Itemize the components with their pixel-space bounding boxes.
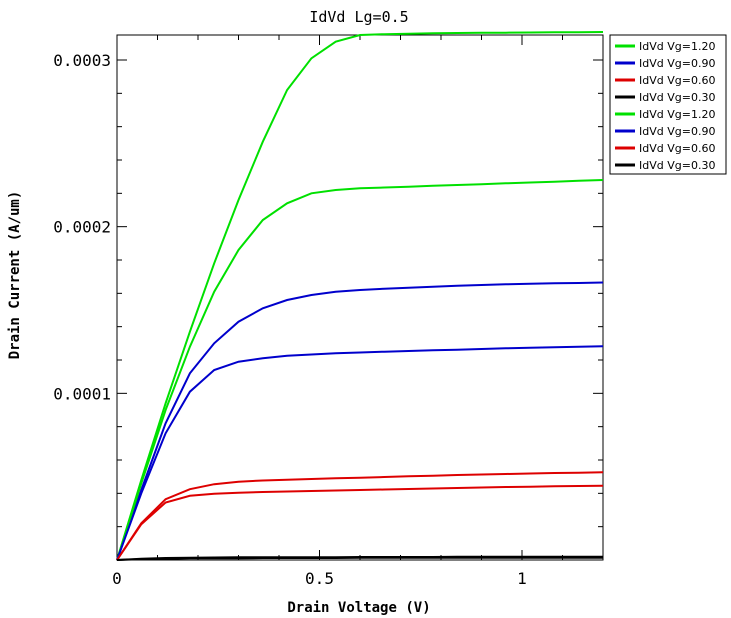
chart-title: IdVd Lg=0.5 (309, 8, 408, 26)
tick-labels: 0 0.5 1 0.0001 0.0002 0.0003 (53, 51, 527, 588)
axis-ticks (116, 35, 604, 560)
series-line-5 (116, 179, 604, 561)
series-line-2 (116, 281, 604, 561)
legend-entry: IdVd Vg=1.20 (639, 108, 715, 121)
series-line-7 (116, 484, 604, 561)
y-tick-label: 0.0003 (53, 51, 111, 70)
series-line-6 (116, 345, 604, 561)
legend-entry: IdVd Vg=0.90 (639, 125, 715, 138)
series-layer (116, 31, 604, 561)
legend: IdVd Vg=1.20 IdVd Vg=0.90 IdVd Vg=0.60 IdVd… (609, 34, 727, 175)
x-axis-label: Drain Voltage (V) (287, 600, 430, 616)
y-tick-label: 0.0002 (53, 218, 111, 237)
plot-frame (116, 34, 604, 561)
legend-entry: IdVd Vg=0.60 (639, 74, 715, 87)
y-axis-label: Drain Current (A/um) (7, 191, 23, 360)
x-tick-label: 0.5 (305, 569, 334, 588)
y-tick-label: 0.0001 (53, 384, 111, 403)
x-tick-label: 1 (517, 569, 527, 588)
x-tick-label: 0 (112, 569, 122, 588)
series-line-1 (116, 31, 604, 561)
legend-entry: IdVd Vg=0.60 (639, 142, 715, 155)
legend-box (609, 34, 727, 175)
legend-entry: IdVd Vg=1.20 (639, 40, 715, 53)
legend-entry: IdVd Vg=0.30 (639, 159, 715, 172)
series-line-8 (116, 556, 603, 561)
legend-entry: IdVd Vg=0.30 (639, 91, 715, 104)
legend-entry: IdVd Vg=0.90 (639, 57, 715, 70)
series-line-3 (116, 471, 604, 561)
